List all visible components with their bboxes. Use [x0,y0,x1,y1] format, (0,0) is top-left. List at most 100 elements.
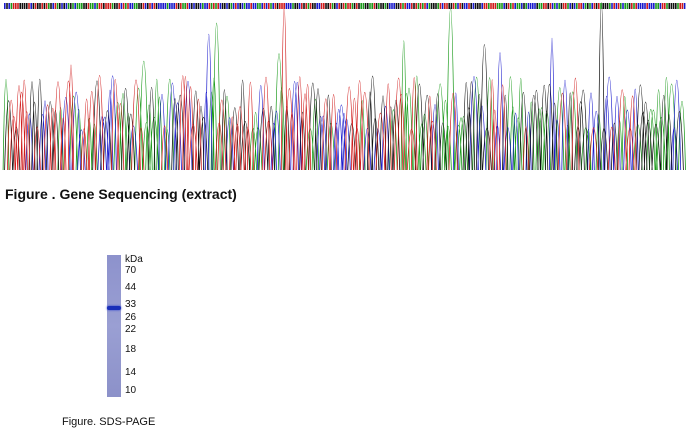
base-call [538,3,541,9]
base-call [250,3,252,9]
base-call [358,3,360,9]
base-call [272,3,274,9]
base-call [499,3,501,9]
base-call [81,3,83,9]
base-call [613,3,615,9]
base-call [37,3,39,9]
base-call [474,3,477,9]
base-call [455,3,457,9]
marker-label: 44 [125,282,137,293]
base-call [670,3,673,9]
base-call [188,3,191,9]
base-call [494,3,497,9]
base-call [606,3,609,9]
base-call [276,3,279,9]
base-call [677,3,679,9]
base-call [642,3,644,9]
base-call [281,3,283,9]
base-call [505,3,508,9]
base-call [472,3,475,9]
base-call [19,3,21,9]
base-call [246,3,248,9]
base-call [611,3,613,9]
base-call [85,3,87,9]
base-call [257,3,259,9]
base-call [624,3,626,9]
base-call [15,3,17,9]
base-call [59,3,61,9]
base-call [644,3,646,9]
base-call [331,3,334,9]
base-call [100,3,103,9]
base-call [98,3,101,9]
base-call [457,3,459,9]
base-call [569,3,571,9]
base-call [367,3,369,9]
base-call [224,3,226,9]
base-call [562,3,565,9]
base-call [173,3,175,9]
base-call [648,3,651,9]
base-call [560,3,563,9]
base-call [270,3,272,9]
base-call [32,3,35,9]
base-call [386,3,389,9]
base-call [681,3,684,9]
base-call [87,3,90,9]
base-call [39,3,41,9]
base-call [221,3,224,9]
base-call [536,3,538,9]
base-call [323,3,325,9]
base-call [437,3,439,9]
base-call [527,3,530,9]
base-call [230,3,233,9]
marker-label: 10 [125,385,137,396]
base-call [48,3,50,9]
base-call [600,3,602,9]
base-call [215,3,217,9]
base-call [582,3,585,9]
base-call [380,3,382,9]
base-call [153,3,156,9]
base-call [384,3,387,9]
base-call [111,3,114,9]
base-call [219,3,222,9]
base-call [204,3,206,9]
base-call [598,3,600,9]
base-call [305,3,307,9]
base-call [213,3,215,9]
base-call [52,3,54,9]
base-call [303,3,305,9]
base-call [362,3,365,9]
base-call [17,3,19,9]
base-call [525,3,527,9]
base-call [301,3,303,9]
base-call [309,3,312,9]
base-call [501,3,503,9]
base-call [320,3,323,9]
base-call [545,3,547,9]
base-call [338,3,340,9]
base-call [133,3,136,9]
base-call [268,3,270,9]
base-call [107,3,109,9]
base-call [626,3,629,9]
base-call [6,3,8,9]
base-call [287,3,290,9]
base-call [164,3,167,9]
base-call [637,3,640,9]
base-call [318,3,321,9]
base-call [459,3,461,9]
base-call [551,3,554,9]
base-call [10,3,13,9]
base-call [573,3,576,9]
base-call [452,3,455,9]
base-call [241,3,244,9]
base-call [171,3,173,9]
base-call [342,3,345,9]
figure-caption: Figure. SDS-PAGE [62,416,156,428]
base-call [595,3,598,9]
base-call [67,3,70,9]
base-call [78,3,81,9]
base-call [615,3,618,9]
